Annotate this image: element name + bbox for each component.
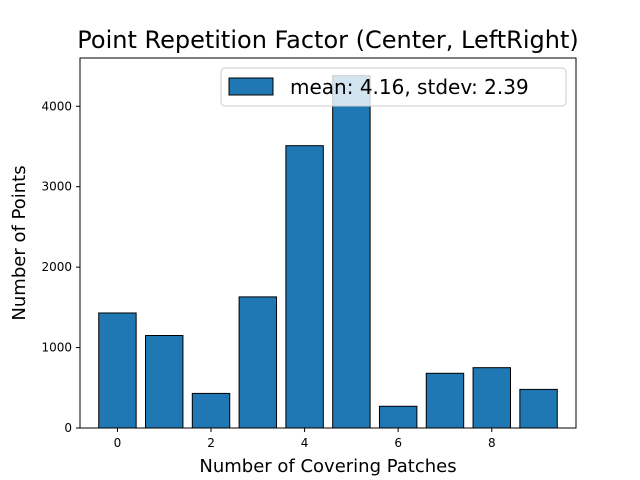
x-axis-label: Number of Covering Patches [199, 456, 456, 477]
y-tick-label: 0 [64, 421, 72, 435]
x-tick-label: 2 [207, 436, 215, 450]
x-tick-label: 0 [114, 436, 122, 450]
y-tick-label: 2000 [41, 260, 72, 274]
legend-label: mean: 4.16, stdev: 2.39 [290, 75, 529, 99]
plot-frame [79, 57, 577, 429]
bar-1 [145, 335, 184, 429]
x-tick-label: 8 [488, 436, 496, 450]
bar-0 [98, 312, 137, 429]
chart-title: Point Repetition Factor (Center, LeftRig… [77, 26, 578, 54]
bar-5 [332, 75, 371, 429]
bar-3 [238, 296, 278, 429]
x-tick-label: 4 [301, 436, 309, 450]
ticks-group: 0 2 4 6 8 0 1000 2000 3000 4000 [41, 99, 495, 450]
legend: mean: 4.16, stdev: 2.39 [220, 67, 567, 107]
bars-group [98, 75, 558, 429]
bar-8 [472, 367, 511, 429]
x-tick-label: 6 [394, 436, 402, 450]
legend-swatch [228, 77, 274, 96]
bar-7 [425, 372, 465, 429]
y-tick-label: 4000 [41, 99, 72, 113]
y-axis-label: Number of Points [9, 165, 30, 320]
y-tick-label: 3000 [41, 180, 72, 194]
y-tick-label: 1000 [41, 341, 72, 355]
bar-4 [285, 145, 324, 429]
legend-box [220, 67, 567, 107]
bar-2 [191, 392, 231, 429]
bar-6 [378, 405, 418, 429]
bar-9 [519, 388, 558, 429]
